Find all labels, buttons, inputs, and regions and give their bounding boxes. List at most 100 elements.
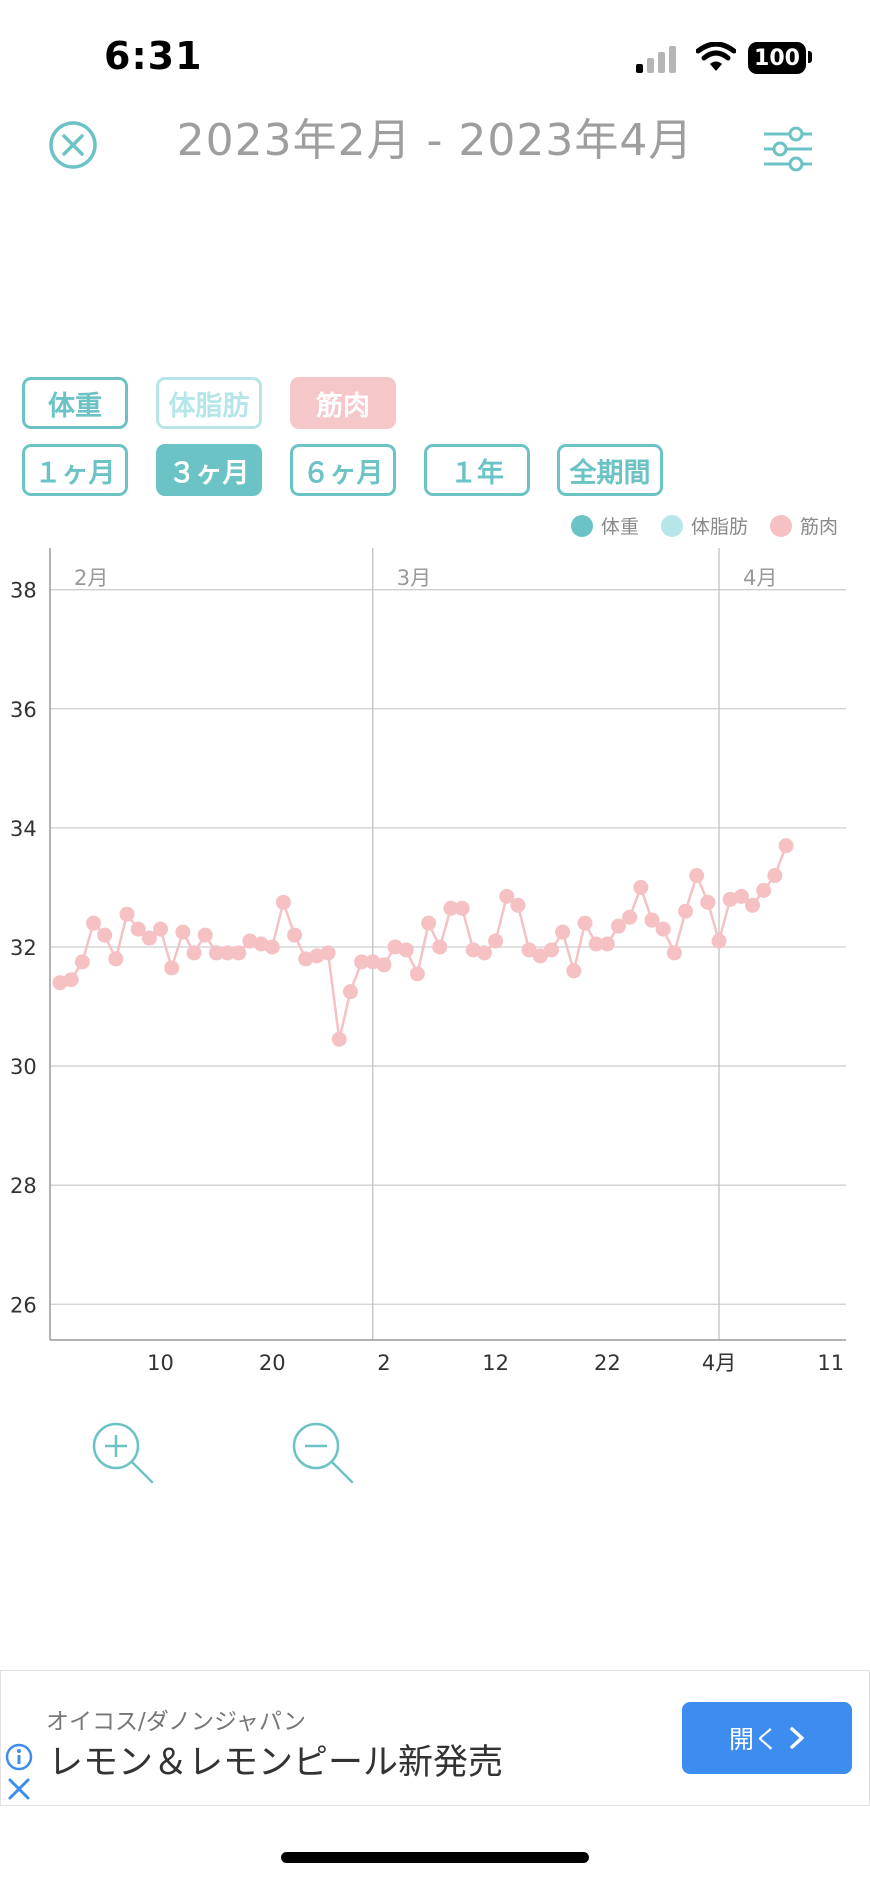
date-range-title: 2023年2月 - 2023年4月 <box>176 115 694 166</box>
x-tick-label: 2 <box>377 1351 390 1375</box>
data-point-muscle <box>778 838 794 854</box>
legend-dot <box>660 514 683 537</box>
period-6-months[interactable]: ６ヶ月 <box>290 444 396 496</box>
legend-label: 筋肉 <box>799 516 838 538</box>
data-point-muscle <box>342 984 358 1000</box>
data-point-muscle <box>476 945 492 961</box>
data-point-muscle <box>510 897 526 913</box>
data-point-muscle <box>63 972 79 988</box>
data-point-muscle <box>153 921 169 937</box>
data-point-muscle <box>700 894 716 910</box>
data-point-muscle <box>733 888 749 904</box>
data-point-muscle <box>577 915 593 931</box>
settings-sliders-icon[interactable] <box>762 126 814 172</box>
x-tick-label: 4月 <box>702 1351 736 1375</box>
data-point-muscle <box>208 945 224 961</box>
data-point-muscle <box>320 945 336 961</box>
period-all[interactable]: 全期間 <box>557 444 663 496</box>
data-point-muscle <box>443 900 459 916</box>
legend-label: 体脂肪 <box>690 516 748 538</box>
ad-info-icon[interactable] <box>4 1742 34 1772</box>
chart-legend: 体重 体脂肪 筋肉 <box>557 512 838 539</box>
cellular-signal-icon <box>636 46 676 73</box>
data-point-muscle <box>376 957 392 973</box>
period-1-month[interactable]: １ヶ月 <box>22 444 128 496</box>
tab-muscle[interactable]: 筋肉 <box>290 377 396 429</box>
data-point-muscle <box>186 945 202 961</box>
legend-item-weight: 体重 <box>570 512 639 539</box>
home-indicator <box>281 1852 589 1863</box>
close-icon[interactable] <box>48 120 98 170</box>
ad-open-label: 開く <box>728 1725 779 1754</box>
x-tick-label: 12 <box>482 1351 509 1375</box>
data-point-muscle <box>108 951 124 967</box>
y-tick-label: 36 <box>10 698 37 722</box>
data-point-muscle <box>331 1031 347 1047</box>
data-point-muscle <box>588 936 604 952</box>
data-point-muscle <box>175 924 191 940</box>
legend-dot <box>769 514 792 537</box>
legend-item-muscle: 筋肉 <box>769 512 838 539</box>
data-point-muscle <box>287 927 303 943</box>
ad-sponsor: オイコス/ダノンジャパン <box>46 1709 307 1735</box>
muscle-line-chart[interactable]: 26 28 30 32 34 36 38 2月 3月 4月 10 20 2 12 22 4月 11 <box>0 540 870 1400</box>
data-point-muscle <box>711 933 727 949</box>
data-point-muscle <box>164 960 180 976</box>
chevron-right-icon <box>790 1727 804 1749</box>
data-point-muscle <box>532 948 548 964</box>
data-point-muscle <box>141 930 157 946</box>
data-point-muscle <box>275 894 291 910</box>
data-point-muscle <box>421 915 437 931</box>
tab-body-fat[interactable]: 体脂肪 <box>156 377 262 429</box>
data-point-muscle <box>767 868 783 884</box>
data-point-muscle <box>678 903 694 919</box>
data-point-muscle <box>130 921 146 937</box>
data-point-muscle <box>599 936 615 952</box>
y-tick-label: 30 <box>10 1055 37 1079</box>
data-point-muscle <box>354 954 370 970</box>
data-point-muscle <box>409 966 425 982</box>
tab-weight[interactable]: 体重 <box>22 377 128 429</box>
data-point-muscle <box>644 912 660 928</box>
y-tick-label: 26 <box>10 1293 37 1317</box>
data-point-muscle <box>231 945 247 961</box>
data-point-muscle <box>543 942 559 958</box>
data-point-muscle <box>611 918 626 934</box>
ad-open-button[interactable]: 開く <box>682 1702 852 1774</box>
month-label: 3月 <box>397 566 431 590</box>
y-tick-label: 32 <box>10 936 37 960</box>
data-point-muscle <box>86 915 102 931</box>
legend-item-body-fat: 体脂肪 <box>660 512 748 539</box>
data-point-muscle <box>432 939 448 955</box>
legend-dot <box>570 514 593 537</box>
x-tick-label: 22 <box>594 1351 621 1375</box>
period-3-months[interactable]: ３ヶ月 <box>156 444 262 496</box>
x-tick-label: 11 <box>817 1351 844 1375</box>
battery-indicator: 100 <box>748 42 806 74</box>
wifi-icon <box>696 42 736 71</box>
y-tick-label: 28 <box>10 1174 37 1198</box>
data-point-muscle <box>197 927 213 943</box>
data-point-muscle <box>745 897 761 913</box>
data-point-muscle <box>119 906 135 922</box>
data-point-muscle <box>566 963 582 979</box>
data-point-muscle <box>398 942 414 958</box>
month-label: 4月 <box>743 566 777 590</box>
data-point-muscle <box>74 954 90 970</box>
ad-close-icon[interactable] <box>6 1776 32 1802</box>
data-point-muscle <box>488 933 504 949</box>
data-point-muscle <box>220 945 236 961</box>
x-tick-label: 20 <box>259 1351 286 1375</box>
legend-label: 体重 <box>600 516 639 538</box>
data-point-muscle <box>666 945 682 961</box>
zoom-out-icon[interactable] <box>288 1418 358 1488</box>
x-tick-label: 10 <box>147 1351 174 1375</box>
data-point-muscle <box>264 939 280 955</box>
period-1-year[interactable]: １年 <box>424 444 530 496</box>
y-tick-label: 38 <box>10 579 37 603</box>
zoom-in-icon[interactable] <box>88 1418 158 1488</box>
battery-nub <box>808 51 812 63</box>
data-point-muscle <box>622 909 638 925</box>
data-point-muscle <box>756 882 772 898</box>
data-point-muscle <box>633 879 649 895</box>
